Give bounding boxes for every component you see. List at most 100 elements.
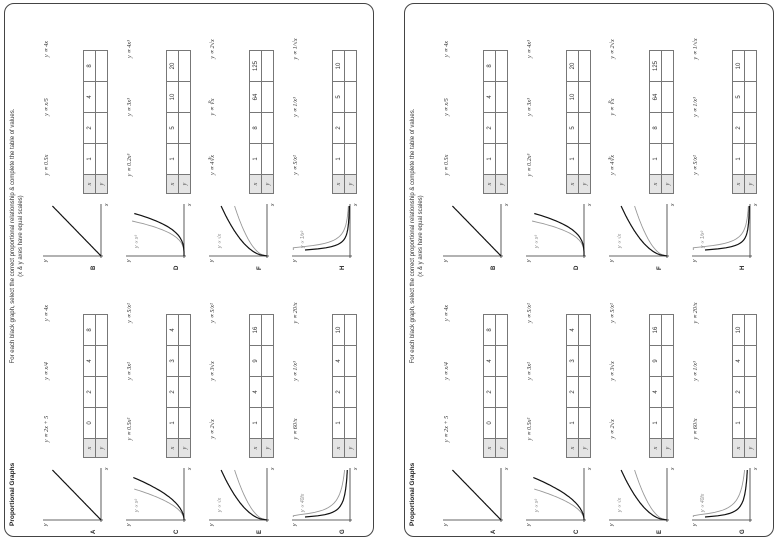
y-answer-cell[interactable]	[495, 314, 508, 346]
y-answer-cell[interactable]	[178, 314, 191, 346]
answer-option[interactable]: y ∝ 60/x	[292, 418, 299, 440]
answer-option[interactable]: y ∝ x/4	[443, 362, 450, 380]
answer-option[interactable]: y ∝ 1/x³	[692, 361, 699, 381]
y-answer-cell[interactable]	[661, 376, 674, 408]
answer-option[interactable]: y ∝ 3√x	[209, 361, 216, 381]
y-answer-cell[interactable]	[578, 407, 591, 439]
y-answer-cell[interactable]	[261, 50, 274, 82]
y-answer-cell[interactable]	[744, 376, 757, 408]
answer-option[interactable]: y ∝ 4x³	[526, 40, 533, 58]
y-answer-cell[interactable]	[578, 50, 591, 82]
y-answer-cell[interactable]	[661, 50, 674, 82]
answer-option[interactable]: y ∝ x/5	[43, 98, 50, 116]
y-answer-cell[interactable]	[344, 81, 357, 113]
answer-option[interactable]: y ∝ 0.5x²	[526, 417, 533, 441]
y-answer-cell[interactable]	[495, 81, 508, 113]
answer-option[interactable]: y ∝ 0.5x²	[126, 417, 133, 441]
y-answer-cell[interactable]	[344, 143, 357, 175]
y-answer-cell[interactable]	[344, 112, 357, 144]
y-answer-cell[interactable]	[95, 407, 108, 439]
y-answer-cell[interactable]	[344, 345, 357, 377]
answer-option[interactable]: y ∝ 5/x²	[126, 303, 133, 323]
answer-option[interactable]: y ∝ 4x	[443, 304, 450, 322]
y-answer-cell[interactable]	[344, 314, 357, 346]
answer-option[interactable]: y ∝ 3x³	[526, 98, 533, 116]
answer-option[interactable]: y ∝ 3x²	[126, 362, 133, 380]
y-answer-cell[interactable]	[178, 50, 191, 82]
answer-option[interactable]: y ∝ 4x³	[126, 40, 133, 58]
y-answer-cell[interactable]	[178, 143, 191, 175]
answer-option[interactable]: y ∝ 20/x	[292, 302, 299, 324]
answer-option[interactable]: y ∝ 2x + 5	[443, 415, 450, 443]
answer-option[interactable]: y ∝ 0.2x³	[526, 153, 533, 177]
y-answer-cell[interactable]	[178, 112, 191, 144]
y-answer-cell[interactable]	[178, 407, 191, 439]
y-answer-cell[interactable]	[744, 112, 757, 144]
answer-option[interactable]: y ∝ 4x	[43, 304, 50, 322]
answer-option[interactable]: y ∝ 1/x³	[692, 97, 699, 117]
answer-option[interactable]: y ∝ 1/x³	[292, 361, 299, 381]
y-answer-cell[interactable]	[578, 81, 591, 113]
y-answer-cell[interactable]	[261, 314, 274, 346]
answer-option[interactable]: y ∝ 2√x	[609, 419, 616, 439]
answer-option[interactable]: y ∝ 4∛x	[209, 154, 216, 176]
y-answer-cell[interactable]	[744, 407, 757, 439]
y-answer-cell[interactable]	[744, 143, 757, 175]
answer-option[interactable]: y ∝ 4x	[443, 40, 450, 58]
answer-option[interactable]: y ∝ 20/x	[692, 302, 699, 324]
answer-option[interactable]: y ∝ 0.5x	[43, 154, 50, 176]
y-answer-cell[interactable]	[95, 50, 108, 82]
y-answer-cell[interactable]	[95, 81, 108, 113]
answer-option[interactable]: y ∝ 2√x	[609, 39, 616, 59]
answer-option[interactable]: y ∝ 5/x²	[292, 155, 299, 175]
y-answer-cell[interactable]	[495, 345, 508, 377]
answer-option[interactable]: y ∝ 2√x	[209, 419, 216, 439]
y-answer-cell[interactable]	[344, 376, 357, 408]
y-answer-cell[interactable]	[261, 407, 274, 439]
y-answer-cell[interactable]	[661, 407, 674, 439]
y-answer-cell[interactable]	[261, 345, 274, 377]
y-answer-cell[interactable]	[661, 112, 674, 144]
answer-option[interactable]: y ∝ ∛x	[609, 98, 616, 116]
y-answer-cell[interactable]	[95, 112, 108, 144]
answer-option[interactable]: y ∝ x/4	[43, 362, 50, 380]
y-answer-cell[interactable]	[578, 314, 591, 346]
answer-option[interactable]: y ∝ 3√x	[609, 361, 616, 381]
answer-option[interactable]: y ∝ x/5	[443, 98, 450, 116]
answer-option[interactable]: y ∝ 60/x	[692, 418, 699, 440]
answer-option[interactable]: y ∝ 2√x	[209, 39, 216, 59]
y-answer-cell[interactable]	[95, 314, 108, 346]
y-answer-cell[interactable]	[661, 314, 674, 346]
answer-option[interactable]: y ∝ 3x³	[126, 98, 133, 116]
answer-option[interactable]: y ∝ 1/√x	[692, 38, 699, 60]
answer-option[interactable]: y ∝ 5/x²	[692, 155, 699, 175]
y-answer-cell[interactable]	[178, 376, 191, 408]
y-answer-cell[interactable]	[578, 376, 591, 408]
answer-option[interactable]: y ∝ 3x²	[526, 362, 533, 380]
y-answer-cell[interactable]	[744, 81, 757, 113]
y-answer-cell[interactable]	[744, 314, 757, 346]
y-answer-cell[interactable]	[261, 143, 274, 175]
answer-option[interactable]: y ∝ 1/√x	[292, 38, 299, 60]
y-answer-cell[interactable]	[261, 81, 274, 113]
y-answer-cell[interactable]	[495, 143, 508, 175]
y-answer-cell[interactable]	[261, 112, 274, 144]
y-answer-cell[interactable]	[495, 112, 508, 144]
y-answer-cell[interactable]	[578, 143, 591, 175]
y-answer-cell[interactable]	[344, 407, 357, 439]
answer-option[interactable]: y ∝ ∛x	[209, 98, 216, 116]
y-answer-cell[interactable]	[344, 50, 357, 82]
y-answer-cell[interactable]	[661, 81, 674, 113]
answer-option[interactable]: y ∝ 5/x²	[209, 303, 216, 323]
y-answer-cell[interactable]	[495, 50, 508, 82]
y-answer-cell[interactable]	[744, 50, 757, 82]
y-answer-cell[interactable]	[495, 376, 508, 408]
answer-option[interactable]: y ∝ 5/x²	[609, 303, 616, 323]
y-answer-cell[interactable]	[661, 345, 674, 377]
answer-option[interactable]: y ∝ 4∛x	[609, 154, 616, 176]
y-answer-cell[interactable]	[178, 81, 191, 113]
y-answer-cell[interactable]	[578, 112, 591, 144]
y-answer-cell[interactable]	[95, 345, 108, 377]
y-answer-cell[interactable]	[495, 407, 508, 439]
answer-option[interactable]: y ∝ 0.2x³	[126, 153, 133, 177]
